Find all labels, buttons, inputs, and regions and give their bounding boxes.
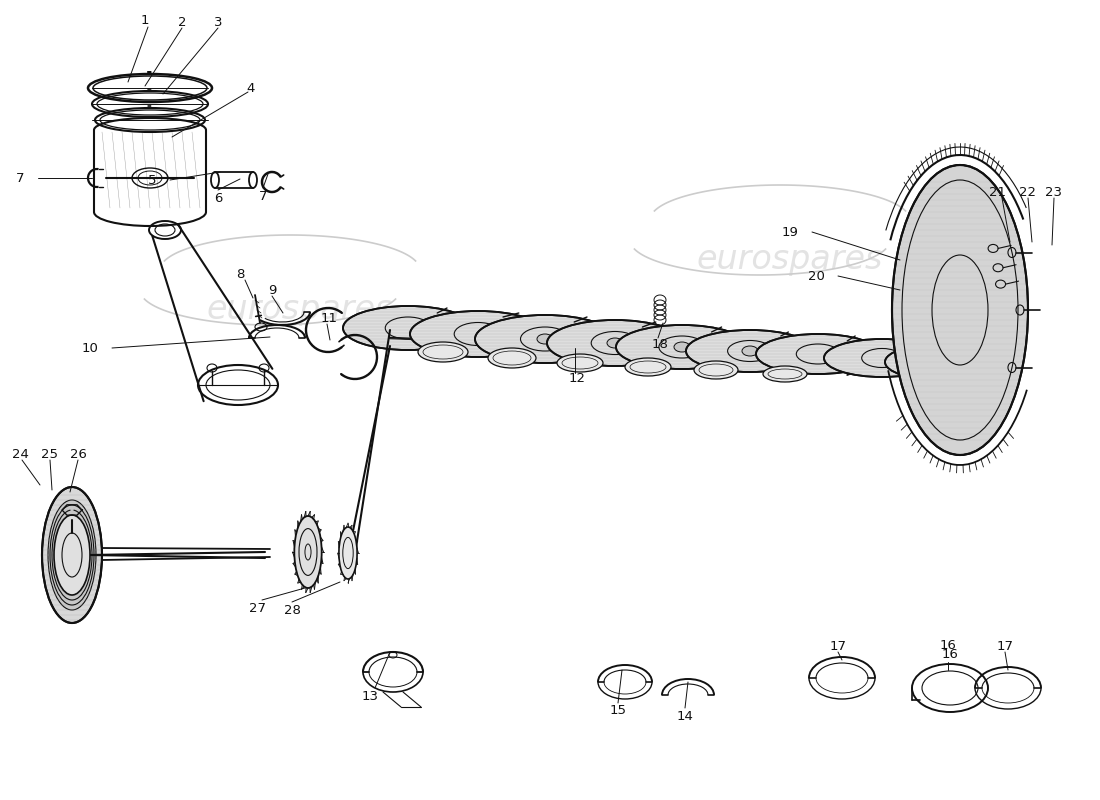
Text: 16: 16 — [942, 647, 958, 661]
Text: 3: 3 — [213, 15, 222, 29]
Ellipse shape — [475, 315, 615, 363]
Text: 27: 27 — [249, 602, 265, 614]
Ellipse shape — [824, 339, 940, 377]
Text: 13: 13 — [362, 690, 378, 702]
Text: 17: 17 — [997, 639, 1013, 653]
Text: 20: 20 — [807, 270, 824, 282]
Ellipse shape — [48, 500, 96, 610]
Text: eurospares: eurospares — [207, 294, 393, 326]
Ellipse shape — [607, 338, 623, 348]
Text: 10: 10 — [81, 342, 98, 354]
Text: 21: 21 — [989, 186, 1005, 198]
Ellipse shape — [547, 320, 683, 366]
Ellipse shape — [763, 366, 807, 382]
Text: 25: 25 — [42, 447, 58, 461]
Text: 22: 22 — [1020, 186, 1036, 198]
Ellipse shape — [557, 354, 603, 372]
Ellipse shape — [42, 487, 102, 623]
Ellipse shape — [886, 344, 996, 380]
Ellipse shape — [742, 346, 758, 356]
Ellipse shape — [295, 516, 321, 588]
Text: 16: 16 — [939, 639, 956, 652]
Text: 2: 2 — [178, 15, 186, 29]
Text: eurospares: eurospares — [696, 243, 883, 277]
Text: 15: 15 — [609, 705, 627, 718]
Ellipse shape — [756, 334, 880, 374]
Text: 4: 4 — [246, 82, 255, 94]
Ellipse shape — [410, 311, 546, 357]
Text: 12: 12 — [569, 373, 585, 386]
Text: 1: 1 — [141, 14, 150, 27]
Ellipse shape — [625, 358, 671, 376]
Text: 28: 28 — [284, 603, 300, 617]
Ellipse shape — [418, 342, 468, 362]
Ellipse shape — [694, 361, 738, 379]
Ellipse shape — [537, 334, 553, 344]
Text: 18: 18 — [651, 338, 669, 350]
Ellipse shape — [892, 165, 1028, 455]
Ellipse shape — [616, 325, 748, 369]
Text: 7: 7 — [15, 171, 24, 185]
Ellipse shape — [54, 515, 90, 595]
Text: 7: 7 — [258, 190, 267, 202]
Text: 26: 26 — [69, 447, 87, 461]
Text: 17: 17 — [829, 639, 847, 653]
Text: 6: 6 — [213, 191, 222, 205]
Ellipse shape — [339, 527, 358, 579]
Text: 9: 9 — [267, 283, 276, 297]
Text: 19: 19 — [782, 226, 799, 238]
Text: 24: 24 — [12, 447, 29, 461]
Text: 8: 8 — [235, 267, 244, 281]
Ellipse shape — [674, 342, 690, 352]
Ellipse shape — [686, 330, 814, 372]
Ellipse shape — [488, 348, 536, 368]
Text: 14: 14 — [676, 710, 693, 722]
Text: 11: 11 — [320, 311, 338, 325]
Text: 5: 5 — [147, 174, 156, 186]
Ellipse shape — [343, 306, 473, 350]
Text: 23: 23 — [1045, 186, 1063, 198]
